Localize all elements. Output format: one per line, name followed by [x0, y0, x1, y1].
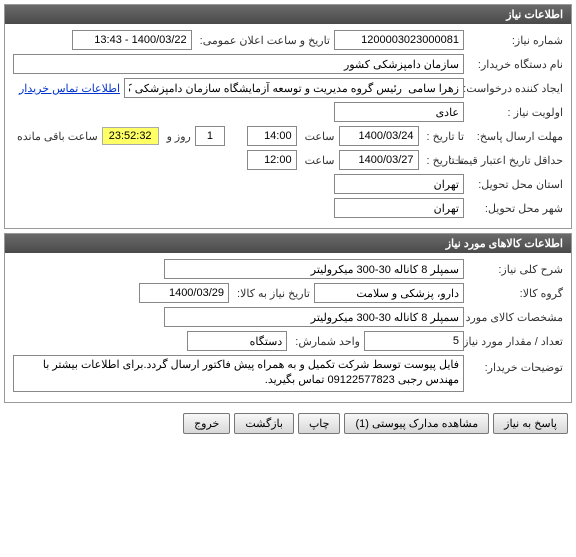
item-spec-label: مشخصات کالای مورد نیاز: [468, 311, 563, 324]
price-until-label: تا تاریخ : [423, 154, 464, 167]
price-validity-label: حداقل تاریخ اعتبار قیمت: [468, 154, 563, 167]
creator-label: ایجاد کننده درخواست: [468, 82, 563, 95]
delivery-city-label: شهر محل تحویل: [468, 202, 563, 215]
group-field[interactable] [314, 283, 464, 303]
unit-field[interactable] [187, 331, 287, 351]
item-spec-field[interactable] [164, 307, 464, 327]
need-info-body: شماره نیاز: تاریخ و ساعت اعلان عمومی: نا… [5, 24, 571, 228]
buyer-notes-label: توضیحات خریدار: [468, 355, 563, 374]
remaining-label: ساعت باقی مانده [13, 130, 98, 143]
main-desc-field[interactable] [164, 259, 464, 279]
buyer-contact-link[interactable]: اطلاعات تماس خریدار [19, 82, 120, 95]
qty-label: تعداد / مقدار مورد نیاز: [468, 335, 563, 348]
back-button[interactable]: بازگشت [234, 413, 294, 434]
creator-field[interactable] [124, 78, 464, 98]
priority-field[interactable] [334, 102, 464, 122]
exit-button[interactable]: خروج [183, 413, 230, 434]
need-number-field[interactable] [334, 30, 464, 50]
need-info-panel: اطلاعات نیاز شماره نیاز: تاریخ و ساعت اع… [4, 4, 572, 229]
need-date-label: تاریخ نیاز به کالا: [233, 287, 310, 300]
days-unit-label: روز و [163, 130, 191, 143]
action-button-bar: پاسخ به نیاز مشاهده مدارک پیوستی (1) چاپ… [0, 407, 576, 440]
print-button[interactable]: چاپ [298, 413, 341, 434]
buyer-org-field[interactable] [13, 54, 464, 74]
buyer-notes-field[interactable] [13, 355, 464, 392]
main-desc-label: شرح کلی نیاز: [468, 263, 563, 276]
days-field[interactable] [195, 126, 225, 146]
qty-field[interactable] [364, 331, 464, 351]
reply-deadline-label: مهلت ارسال پاسخ: [468, 130, 563, 143]
price-date-field[interactable] [339, 150, 419, 170]
unit-label: واحد شمارش: [291, 335, 360, 348]
until-label: تا تاریخ : [423, 130, 464, 143]
announce-field[interactable] [72, 30, 192, 50]
need-date-field[interactable] [139, 283, 229, 303]
group-label: گروه کالا: [468, 287, 563, 300]
delivery-province-label: استان محل تحویل: [468, 178, 563, 191]
buyer-org-label: نام دستگاه خریدار: [468, 58, 563, 71]
price-time-field[interactable] [247, 150, 297, 170]
respond-button[interactable]: پاسخ به نیاز [493, 413, 568, 434]
priority-label: اولویت نیاز : [468, 106, 563, 119]
need-number-label: شماره نیاز: [468, 34, 563, 47]
delivery-province-field[interactable] [334, 174, 464, 194]
need-info-header: اطلاعات نیاز [5, 5, 571, 24]
announce-label: تاریخ و ساعت اعلان عمومی: [196, 34, 330, 47]
reply-time-field[interactable] [247, 126, 297, 146]
price-time-label: ساعت [301, 154, 335, 167]
reply-time-label: ساعت [301, 130, 335, 143]
goods-info-body: شرح کلی نیاز: گروه کالا: تاریخ نیاز به ک… [5, 253, 571, 402]
view-attachments-button[interactable]: مشاهده مدارک پیوستی (1) [344, 413, 489, 434]
reply-date-field[interactable] [339, 126, 419, 146]
countdown-display: 23:52:32 [102, 127, 159, 145]
goods-info-header: اطلاعات کالاهای مورد نیاز [5, 234, 571, 253]
goods-info-panel: اطلاعات کالاهای مورد نیاز شرح کلی نیاز: … [4, 233, 572, 403]
delivery-city-field[interactable] [334, 198, 464, 218]
